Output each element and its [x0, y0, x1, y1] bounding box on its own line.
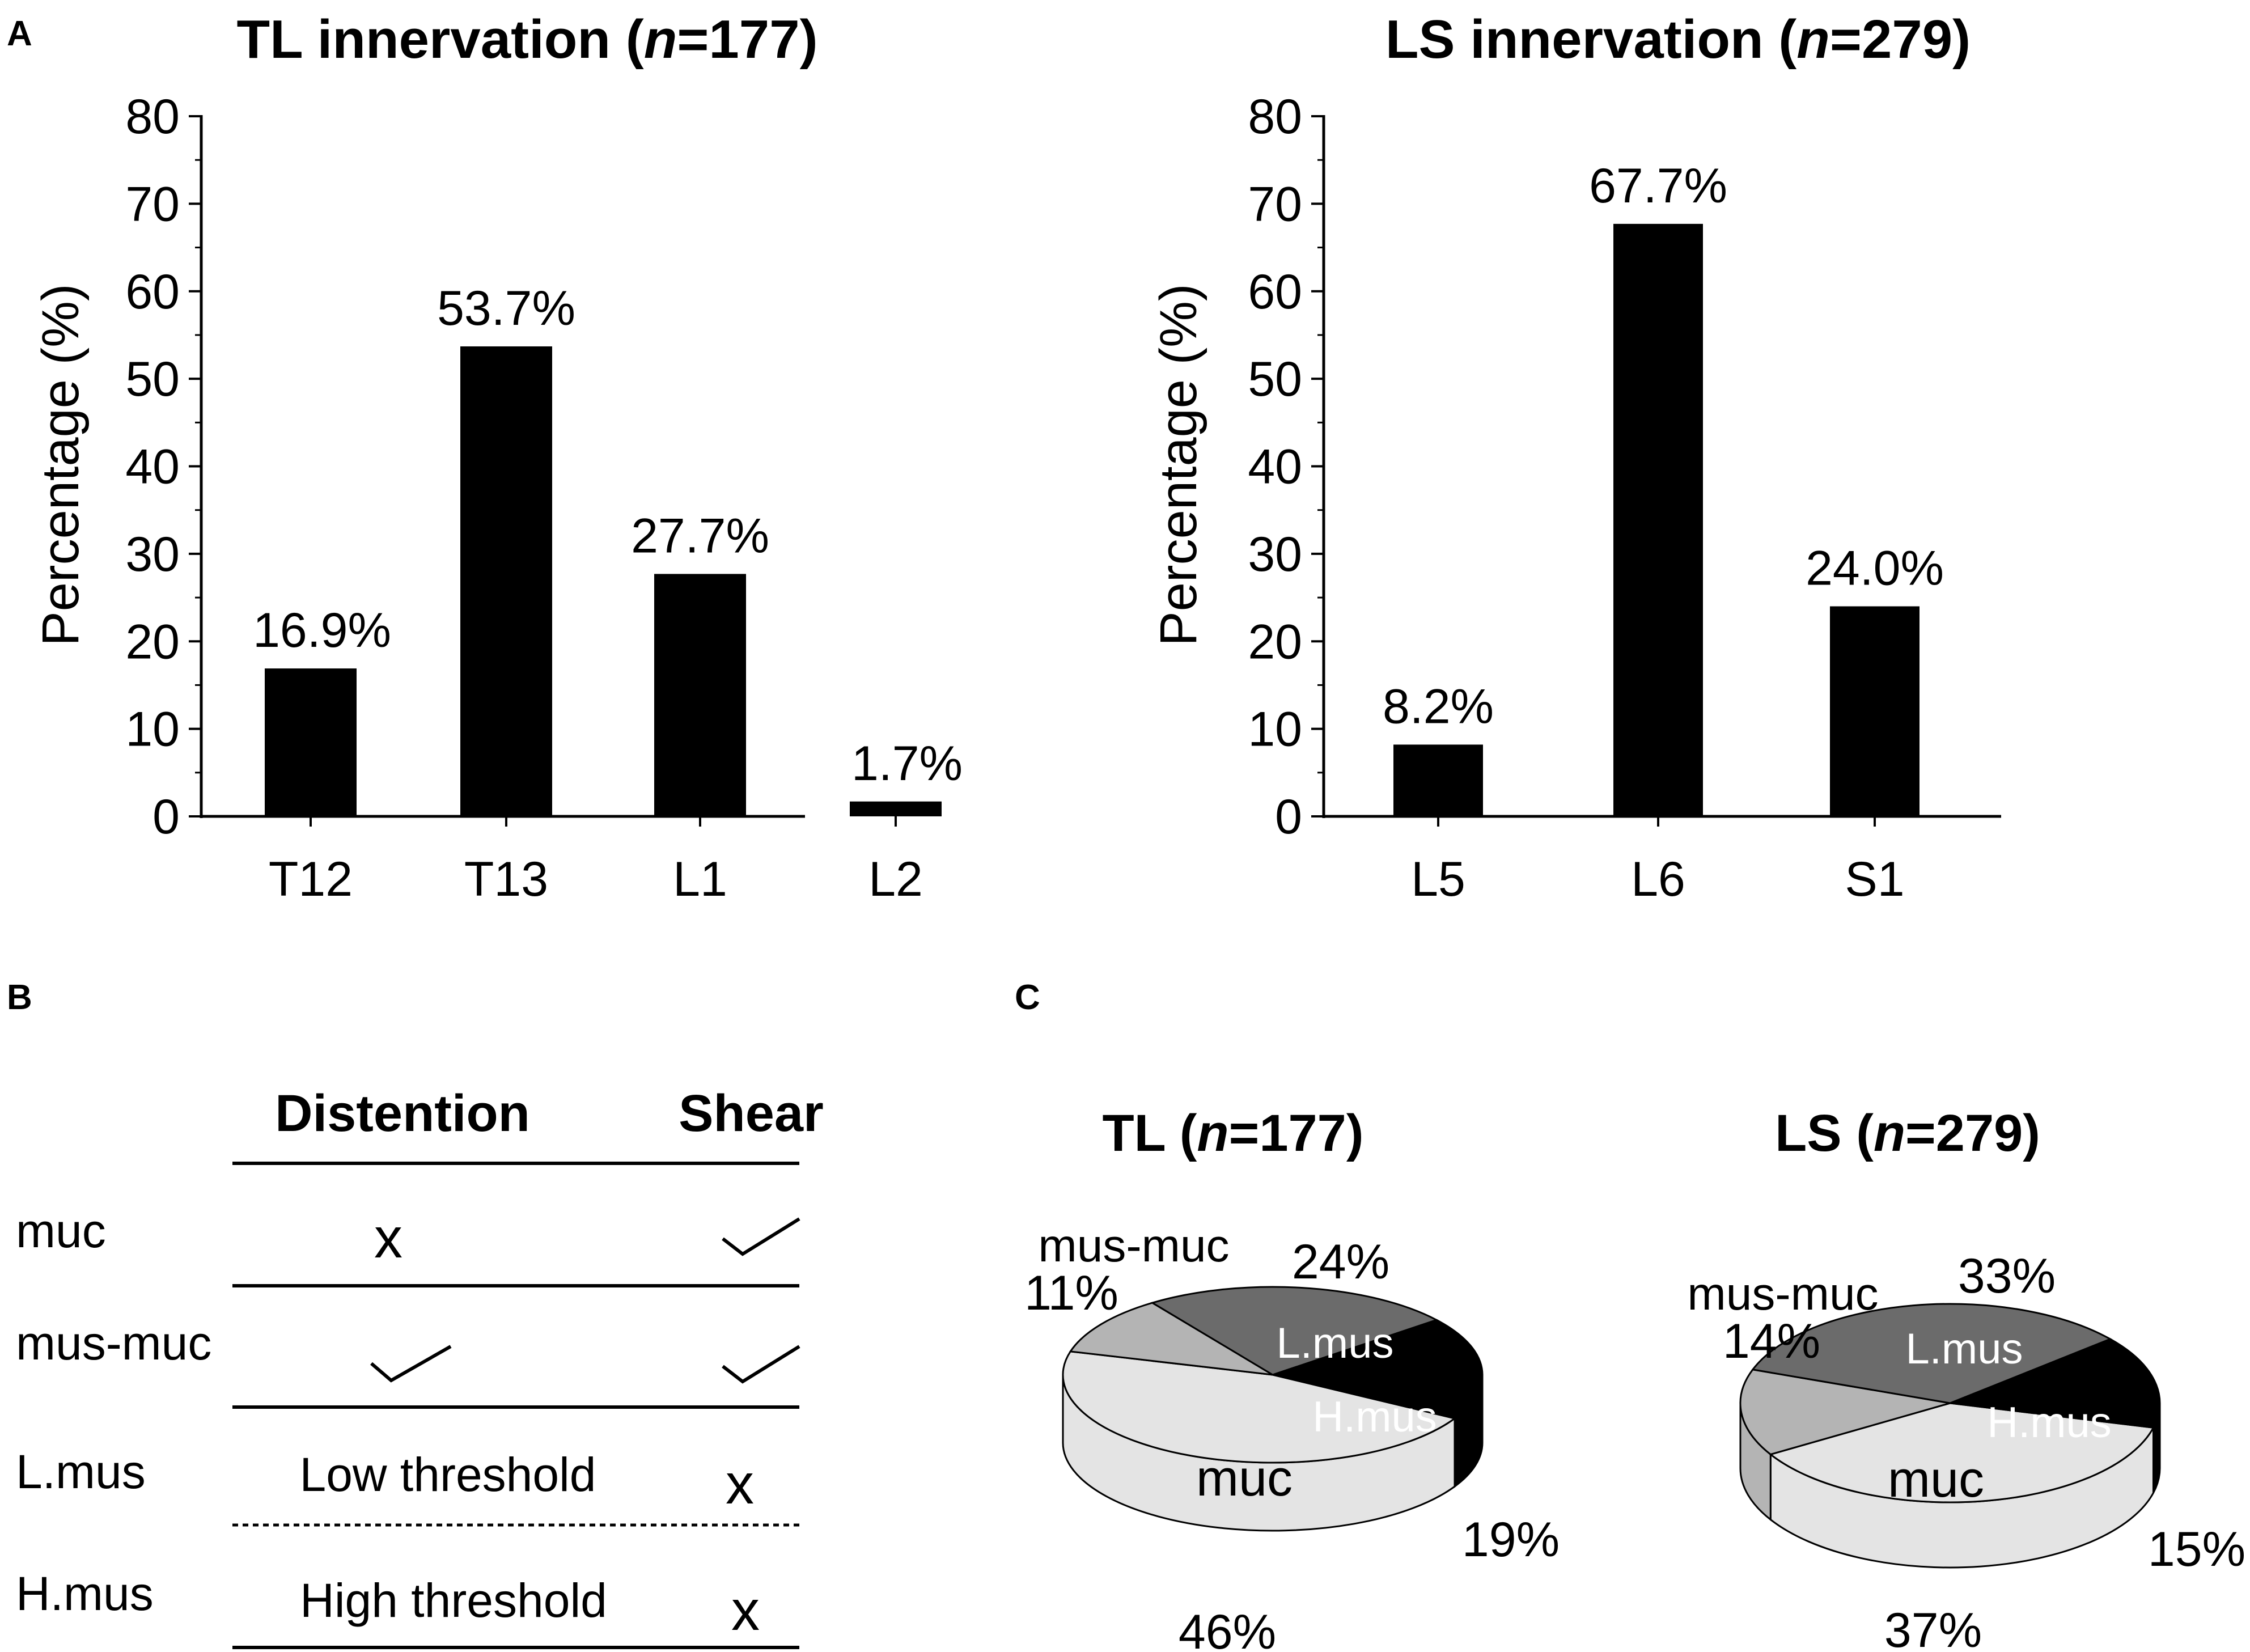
tl-y-axis-label: Percentage (%) [32, 283, 90, 646]
ls-pie-slice-h-mus [1950, 1338, 2161, 1429]
tl-bar-t12 [265, 668, 357, 816]
ls-pie-slice-label: muc [1888, 1451, 1984, 1508]
ls-pie-slice-label: mus-muc [1687, 1268, 1878, 1320]
ls-bar-s1 [1830, 606, 1920, 816]
tl-pie-slice-mus-muc [1069, 1302, 1273, 1376]
ls-y-tick-label: 0 [1275, 790, 1302, 844]
l-mus-shear-x: x [726, 1452, 754, 1516]
ls-pie-percent-label: 37% [1884, 1603, 1982, 1652]
row-label-muc: muc [16, 1204, 106, 1257]
tl-pie-slice-muc [1062, 1350, 1457, 1464]
muc-distention-x: x [374, 1206, 402, 1270]
ls-pie-slice-label: L.mus [1906, 1325, 2023, 1373]
ls-x-tick-label: S1 [1845, 852, 1904, 907]
tl-pie-slice-l-mus [1150, 1286, 1439, 1376]
tl-data-label: 27.7% [631, 509, 769, 563]
ls-y-tick-label: 40 [1248, 440, 1302, 494]
ls-pie-percent-label: 14% [1723, 1314, 1820, 1369]
tl-pie-percent-label: 11% [1024, 1266, 1118, 1320]
tl-y-tick-label: 70 [125, 177, 180, 231]
ls-y-tick-label: 80 [1248, 90, 1302, 144]
ls-data-label: 8.2% [1383, 679, 1494, 734]
ls-y-tick-label: 30 [1248, 527, 1302, 582]
tl-pie-percent-label: 46% [1179, 1605, 1276, 1652]
header-shear: Shear [679, 1085, 824, 1142]
ls-pie-percent-label: 15% [2148, 1522, 2245, 1577]
ls-y-tick-label: 20 [1248, 615, 1302, 669]
row-label-l-mus: L.mus [16, 1445, 146, 1498]
tl-bar-l2 [850, 801, 942, 816]
row-label-mus-muc: mus-muc [16, 1316, 211, 1370]
tl-y-tick-label: 60 [125, 265, 180, 319]
tl-chart-title: TL innervation (n=177) [236, 9, 817, 70]
tl-pie-percent-label: 19% [1462, 1513, 1560, 1567]
ls-bar-chart: LS innervation (n=279) Percentage (%) 0 1… [1150, 9, 2001, 907]
ls-y-axis-label: Percentage (%) [1150, 283, 1207, 646]
tl-x-tick-label: T12 [269, 852, 353, 907]
tl-pie-slice-label: H.mus [1312, 1393, 1437, 1441]
tl-y-tick-label: 50 [125, 352, 180, 406]
tl-x-tick-label: L2 [868, 852, 923, 907]
ls-pie-title: LS (n=279) [1775, 1104, 2040, 1162]
ls-pie-chart: LS (n=279) muc L.mus H.mus mus-muc 37% 14% 33%… [1687, 1104, 2245, 1652]
mus-muc-distention-check-icon [370, 1345, 452, 1383]
ls-data-label: 24.0% [1806, 541, 1944, 596]
tl-pie-slice-h-mus [1269, 1319, 1484, 1420]
tl-bar-t13 [460, 346, 552, 816]
tl-pie-slice-label: mus-muc [1038, 1220, 1229, 1272]
ls-y-tick-label: 10 [1248, 702, 1302, 757]
tl-pie-slice-label: muc [1196, 1450, 1293, 1507]
ls-y-tick-label: 70 [1248, 177, 1302, 231]
ls-pie-percent-label: 33% [1958, 1249, 2056, 1303]
row-label-h-mus: H.mus [16, 1567, 154, 1620]
ls-bar-l5 [1393, 744, 1483, 816]
tl-y-tick-label: 0 [152, 790, 180, 844]
panel-label-c: C [1015, 978, 1040, 1017]
tl-y-tick-label: 10 [125, 702, 180, 757]
muc-shear-check-icon [722, 1217, 800, 1256]
h-mus-distention-text: High threshold [300, 1574, 607, 1627]
ls-x-tick-label: L6 [1631, 852, 1685, 907]
tl-data-label: 16.9% [253, 603, 391, 658]
l-mus-distention-text: Low threshold [300, 1448, 596, 1501]
tl-bar-l1 [654, 574, 746, 816]
ls-data-label: 67.7% [1589, 159, 1727, 213]
panel-label-a: A [7, 14, 32, 53]
ls-pie-slice-label: H.mus [1987, 1399, 2112, 1447]
tl-x-tick-label: T13 [464, 852, 548, 907]
ls-bar-l6 [1613, 223, 1703, 817]
header-distention: Distention [275, 1085, 530, 1142]
ls-pie-slice-mus-muc [1739, 1369, 1951, 1456]
ls-x-tick-label: L5 [1411, 852, 1465, 907]
ls-pie-slice-l-mus [1751, 1303, 2112, 1404]
tl-data-label: 1.7% [851, 736, 963, 791]
response-table: Distention Shear muc x mus-muc L.mus Low… [16, 1085, 824, 1649]
tl-y-tick-label: 40 [125, 440, 180, 494]
tl-pie-title: TL (n=177) [1102, 1104, 1363, 1162]
ls-chart-title: LS innervation (n=279) [1385, 9, 1971, 70]
tl-y-tick-label: 80 [125, 90, 180, 144]
h-mus-shear-x: x [731, 1579, 760, 1642]
tl-y-tick-label: 30 [125, 527, 180, 582]
ls-y-tick-label: 60 [1248, 265, 1302, 319]
ls-y-tick-label: 50 [1248, 352, 1302, 406]
tl-pie-slice-label: L.mus [1277, 1319, 1394, 1367]
tl-bar-chart: TL innervation (n=177) Percentage (%) 0 1… [32, 9, 963, 907]
tl-y-tick-label: 20 [125, 615, 180, 669]
tl-data-label: 53.7% [437, 281, 575, 336]
tl-pie-percent-label: 24% [1292, 1235, 1389, 1289]
panel-label-b: B [7, 978, 32, 1017]
tl-x-tick-label: L1 [673, 852, 727, 907]
mus-muc-shear-check-icon [722, 1345, 800, 1384]
tl-pie-chart: TL (n=177) muc L.mus H.mus mus-muc 46% 11% 24%… [1024, 1104, 1560, 1652]
